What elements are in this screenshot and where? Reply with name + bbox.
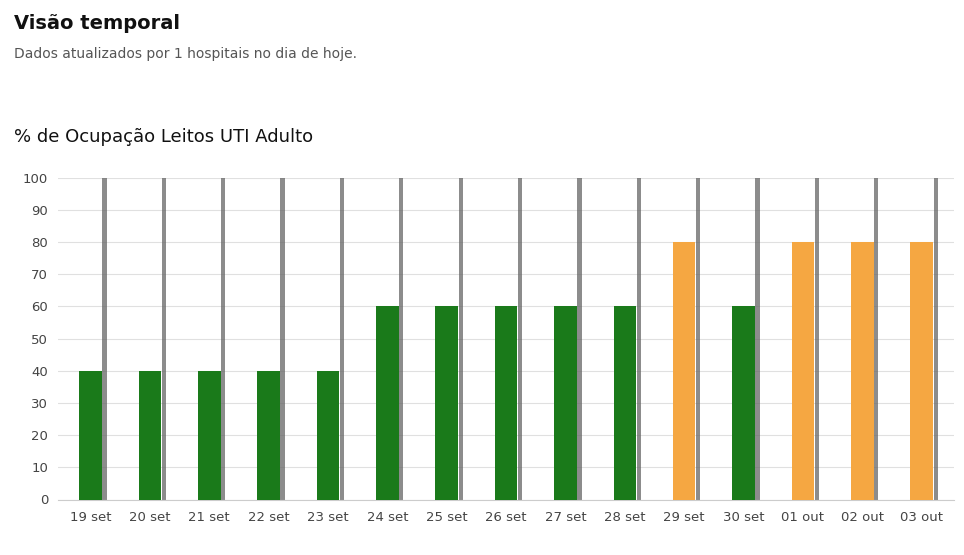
- Bar: [436, 306, 458, 500]
- Bar: [791, 242, 815, 500]
- Bar: [399, 178, 403, 500]
- Bar: [933, 178, 938, 500]
- Bar: [198, 371, 221, 500]
- Bar: [673, 242, 695, 500]
- Bar: [874, 178, 878, 500]
- Text: Visão temporal: Visão temporal: [14, 14, 180, 33]
- Bar: [577, 178, 581, 500]
- Bar: [613, 306, 636, 500]
- Bar: [162, 178, 166, 500]
- Bar: [376, 306, 399, 500]
- Bar: [317, 371, 339, 500]
- Bar: [910, 242, 933, 500]
- Bar: [102, 178, 107, 500]
- Bar: [139, 371, 161, 500]
- Bar: [636, 178, 641, 500]
- Bar: [459, 178, 463, 500]
- Bar: [815, 178, 819, 500]
- Bar: [733, 306, 755, 500]
- Bar: [495, 306, 518, 500]
- Bar: [518, 178, 522, 500]
- Bar: [281, 178, 284, 500]
- Bar: [79, 371, 102, 500]
- Text: % de Ocupação Leitos UTI Adulto: % de Ocupação Leitos UTI Adulto: [14, 128, 313, 145]
- Bar: [851, 242, 873, 500]
- Bar: [554, 306, 576, 500]
- Bar: [340, 178, 344, 500]
- Bar: [221, 178, 226, 500]
- Text: Dados atualizados por 1 hospitais no dia de hoje.: Dados atualizados por 1 hospitais no dia…: [14, 47, 358, 61]
- Bar: [756, 178, 760, 500]
- Bar: [257, 371, 280, 500]
- Bar: [696, 178, 700, 500]
